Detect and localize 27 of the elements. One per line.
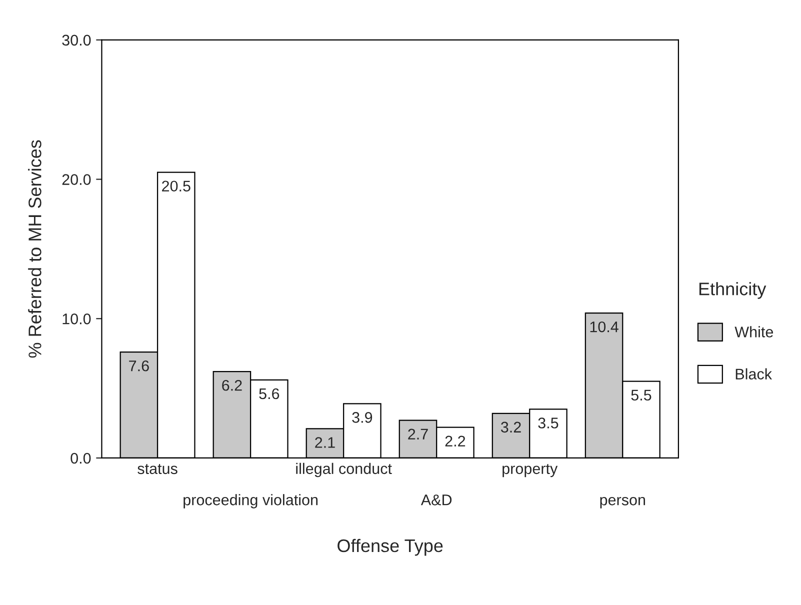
data-label: 5.5 <box>631 390 652 401</box>
data-label: 5.6 <box>259 388 280 400</box>
legend-label: White <box>734 326 774 338</box>
y-tick-label: 10.0 <box>62 314 91 324</box>
data-label: 2.1 <box>315 437 335 448</box>
x-axis-title: Offense Type <box>338 538 443 556</box>
y-tick-label: 0.0 <box>70 452 91 464</box>
x-tick-label: person <box>600 496 646 508</box>
y-tick-label: 30.0 <box>62 34 91 46</box>
x-tick-label: A&D <box>420 494 452 506</box>
x-tick-label: illegal conduct <box>296 462 392 478</box>
data-label: 2.7 <box>408 428 428 440</box>
data-label: 10.4 <box>590 321 618 332</box>
x-tick-label: proceeding violation <box>184 494 318 508</box>
legend-title: Ethnicity <box>699 282 766 299</box>
y-tick-label: 20.0 <box>62 174 91 185</box>
data-label: 7.6 <box>129 360 149 372</box>
data-label: 3.2 <box>500 422 521 433</box>
data-label: 6.2 <box>222 380 242 391</box>
data-label: 3.9 <box>352 412 372 423</box>
data-label: 3.5 <box>538 418 558 428</box>
data-label: 2.2 <box>445 436 466 446</box>
x-tick-label: property <box>502 464 558 478</box>
y-axis-title: % Referred to MH Services <box>28 140 42 358</box>
legend-label: Black <box>736 368 772 380</box>
x-tick-label: status <box>138 464 178 474</box>
data-label: 20.5 <box>162 180 190 192</box>
